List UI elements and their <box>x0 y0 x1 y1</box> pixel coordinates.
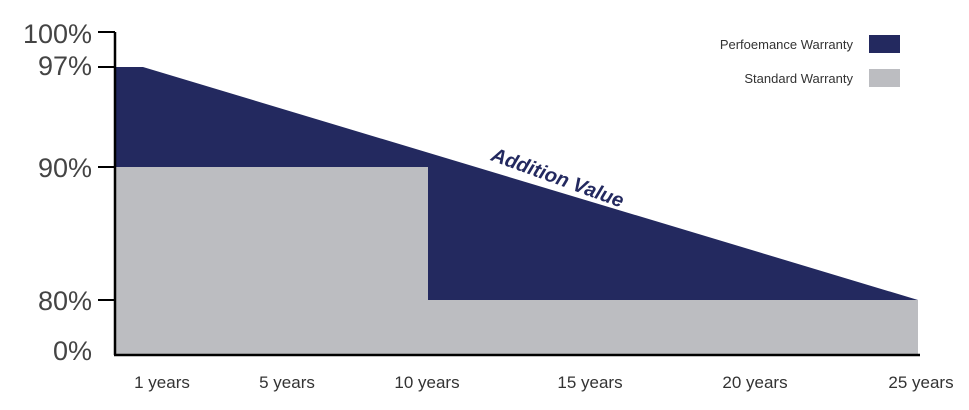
legend-label: Perfoemance Warranty <box>720 37 854 52</box>
x-tick-label: 1 years <box>134 373 190 392</box>
y-tick-label: 90% <box>38 153 92 183</box>
y-tick-labels: 100%97% 90% 80% 0% <box>23 19 115 366</box>
x-tick-label: 15 years <box>557 373 622 392</box>
x-tick-labels: 1 years 5 years 10 years 15 years 20 years 25… <box>134 373 953 392</box>
area-standard-warranty <box>115 167 918 355</box>
y-tick-label: 80% <box>38 286 92 316</box>
x-tick-label: 20 years <box>722 373 787 392</box>
y-tick-label: 97% <box>38 51 92 81</box>
chart-axes <box>113 32 920 357</box>
legend-label: Standard Warranty <box>744 71 853 86</box>
x-tick-label: 5 years <box>259 373 315 392</box>
legend-swatch <box>869 35 900 53</box>
x-tick-label: 25 years <box>888 373 953 392</box>
legend: Perfoemance Warranty Standard Warranty <box>720 35 900 87</box>
x-tick-label: 10 years <box>394 373 459 392</box>
y-tick-label: 100% <box>23 19 92 49</box>
y-tick-label: 0% <box>53 336 92 366</box>
legend-swatch <box>869 69 900 87</box>
chart-areas <box>115 67 918 355</box>
